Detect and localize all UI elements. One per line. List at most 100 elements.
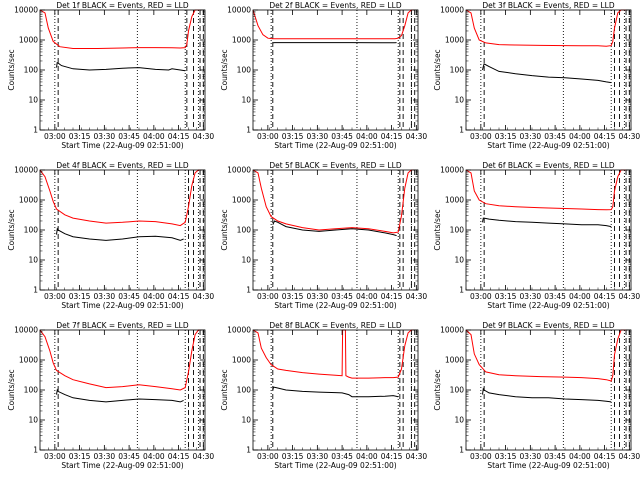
plot-frame <box>465 169 632 291</box>
chart-title: Det 9f BLACK = Events, RED = LLD <box>482 321 615 330</box>
x-tick-label: 04:30 <box>193 452 215 461</box>
x-tick-label: 04:00 <box>569 132 591 141</box>
x-tick-label: 03:00 <box>470 132 492 141</box>
y-tick-label: 1 <box>459 286 464 295</box>
y-tick-label: 10 <box>454 416 464 425</box>
x-axis-label: Start Time (22-Aug-09 02:51:00) <box>274 141 396 150</box>
detector-panel: Det 1f BLACK = Events, RED = LLD 1 10 100 10… <box>0 0 215 160</box>
detector-chart: Det 8f BLACK = Events, RED = LLD 1 10 100 10… <box>220 321 428 470</box>
y-tick-label: 1000 <box>19 196 38 205</box>
series-line <box>39 169 202 227</box>
x-tick-label: 04:15 <box>381 132 403 141</box>
y-axis-label: Counts/sec <box>433 209 442 250</box>
y-tick-label: 100 <box>24 386 39 395</box>
x-axis-label: Start Time (22-Aug-09 02:51:00) <box>61 141 183 150</box>
detector-panel: Det 6f BLACK = Events, RED = LLD 1 10 100 10… <box>426 160 640 320</box>
x-tick-label: 03:30 <box>520 452 542 461</box>
x-tick-label: 03:15 <box>69 132 91 141</box>
y-tick-label: 10 <box>454 256 464 265</box>
x-tick-label: 04:00 <box>143 452 165 461</box>
y-axis-label: Counts/sec <box>220 369 229 410</box>
detector-chart: Det 5f BLACK = Events, RED = LLD 1 10 100 10… <box>220 161 428 310</box>
y-tick-label: 10 <box>28 256 38 265</box>
series-line <box>465 169 628 211</box>
chart-title: Det 5f BLACK = Events, RED = LLD <box>269 161 402 170</box>
x-tick-label: 04:15 <box>168 132 190 141</box>
series-line <box>482 387 612 403</box>
plot-frame <box>252 329 419 451</box>
x-tick-label: 03:30 <box>307 292 329 301</box>
x-tick-label: 04:15 <box>381 292 403 301</box>
chart-title: Det 3f BLACK = Events, RED = LLD <box>482 1 615 10</box>
x-tick-label: 03:00 <box>44 452 66 461</box>
x-tick-label: 03:00 <box>257 452 279 461</box>
x-tick-label: 04:15 <box>594 132 616 141</box>
y-tick-label: 10000 <box>227 326 251 335</box>
y-tick-label: 1 <box>33 126 38 135</box>
series-line <box>482 63 612 84</box>
x-tick-label: 03:15 <box>282 292 304 301</box>
x-axis-label: Start Time (22-Aug-09 02:51:00) <box>274 461 396 470</box>
x-tick-label: 04:15 <box>594 452 616 461</box>
y-tick-label: 10000 <box>440 6 464 15</box>
plot-frame <box>465 329 632 451</box>
y-tick-label: 1 <box>459 126 464 135</box>
x-tick-label: 03:45 <box>331 452 353 461</box>
y-tick-label: 10 <box>241 96 251 105</box>
detector-panel: Det 2f BLACK = Events, RED = LLD 1 10 100 10… <box>213 0 427 160</box>
chart-title: Det 8f BLACK = Events, RED = LLD <box>269 321 402 330</box>
y-tick-label: 100 <box>24 66 39 75</box>
x-axis-label: Start Time (22-Aug-09 02:51:00) <box>61 461 183 470</box>
y-tick-label: 10 <box>28 416 38 425</box>
y-axis-label: Counts/sec <box>433 369 442 410</box>
x-tick-label: 04:30 <box>406 452 428 461</box>
x-tick-label: 04:00 <box>143 292 165 301</box>
series-line <box>252 169 415 234</box>
x-tick-label: 04:00 <box>569 452 591 461</box>
y-tick-label: 1000 <box>232 356 251 365</box>
x-tick-label: 03:45 <box>544 132 566 141</box>
x-axis-label: Start Time (22-Aug-09 02:51:00) <box>274 301 396 310</box>
series-line <box>56 61 186 72</box>
detector-chart: Det 7f BLACK = Events, RED = LLD 1 10 100 10… <box>7 321 215 470</box>
detector-panel: Det 4f BLACK = Events, RED = LLD 1 10 100 10… <box>0 160 214 320</box>
y-tick-label: 10 <box>454 96 464 105</box>
chart-title: Det 6f BLACK = Events, RED = LLD <box>482 161 615 170</box>
series-line <box>56 388 184 403</box>
x-tick-label: 04:00 <box>356 452 378 461</box>
x-tick-label: 03:15 <box>69 452 91 461</box>
x-tick-label: 03:15 <box>495 132 517 141</box>
y-tick-label: 1000 <box>232 196 251 205</box>
x-tick-label: 03:00 <box>44 292 66 301</box>
x-tick-label: 03:45 <box>544 452 566 461</box>
detector-panel: Det 9f BLACK = Events, RED = LLD 1 10 100 10… <box>426 320 640 480</box>
series-line <box>272 220 397 237</box>
y-axis-label: Counts/sec <box>433 49 442 90</box>
series-line <box>482 217 612 228</box>
detector-chart: Det 2f BLACK = Events, RED = LLD 1 10 100 10… <box>220 1 427 150</box>
y-axis-label: Counts/sec <box>7 49 16 90</box>
x-tick-label: 04:30 <box>406 292 428 301</box>
x-tick-label: 03:30 <box>307 132 329 141</box>
detector-chart: Det 1f BLACK = Events, RED = LLD 1 10 100 10… <box>7 1 215 150</box>
y-tick-label: 100 <box>450 386 465 395</box>
chart-title: Det 7f BLACK = Events, RED = LLD <box>56 321 189 330</box>
y-tick-label: 100 <box>237 386 252 395</box>
y-tick-label: 1000 <box>445 196 464 205</box>
x-tick-label: 03:15 <box>495 292 517 301</box>
x-tick-label: 04:00 <box>143 132 165 141</box>
x-tick-label: 03:30 <box>520 132 542 141</box>
plot-frame <box>252 9 419 131</box>
y-axis-label: Counts/sec <box>220 209 229 250</box>
x-tick-label: 04:15 <box>594 292 616 301</box>
y-tick-label: 10000 <box>227 6 251 15</box>
x-tick-label: 03:30 <box>520 292 542 301</box>
x-tick-label: 04:30 <box>193 132 215 141</box>
x-axis-label: Start Time (22-Aug-09 02:51:00) <box>487 461 609 470</box>
series-line <box>465 9 628 47</box>
series-line <box>39 329 202 391</box>
y-tick-label: 10000 <box>14 166 38 175</box>
y-tick-label: 1 <box>33 446 38 455</box>
y-tick-label: 100 <box>450 226 465 235</box>
